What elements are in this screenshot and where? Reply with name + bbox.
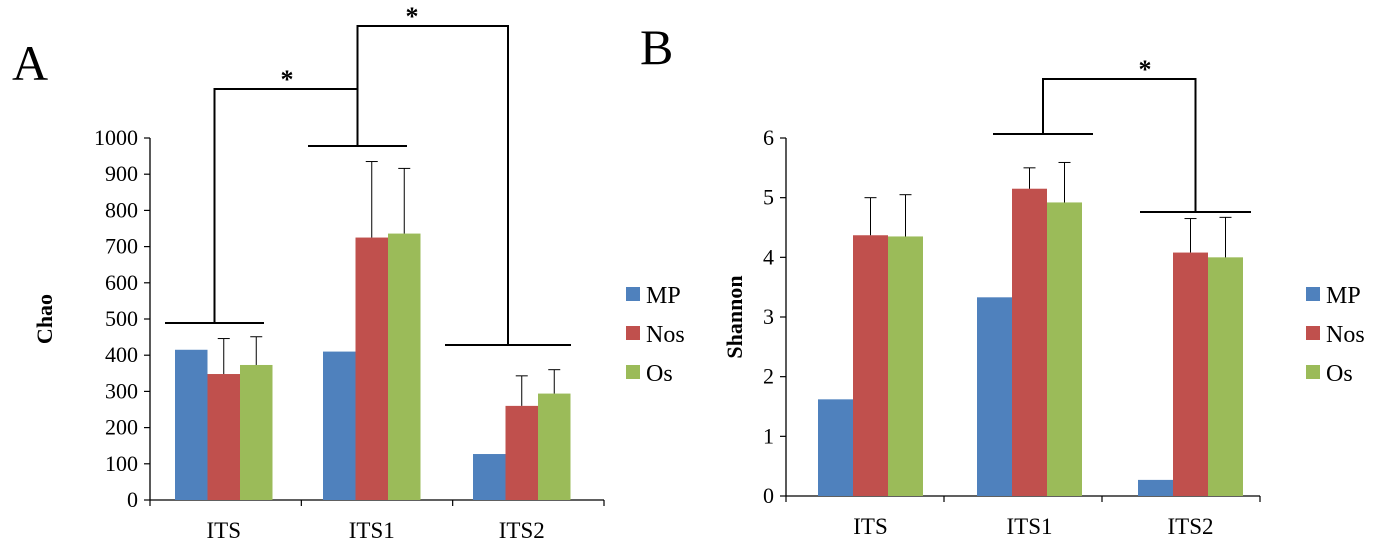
legend-swatch-nos <box>626 326 640 340</box>
y-tick-label: 800 <box>105 197 138 222</box>
legend-swatch-mp <box>626 287 640 301</box>
legend-label-os: Os <box>1326 361 1353 387</box>
bar-os-its1 <box>388 233 421 500</box>
y-tick-label: 0 <box>127 487 138 512</box>
significance-bracket <box>213 88 359 323</box>
y-tick-label: 300 <box>105 378 138 403</box>
y-tick-label: 0 <box>763 483 774 508</box>
legend-label-mp: MP <box>1326 283 1361 309</box>
bar-os-its2 <box>1208 257 1243 496</box>
y-tick-label: 600 <box>105 270 138 295</box>
bar-nos-its2 <box>1173 252 1208 496</box>
bar-os-its <box>888 236 923 496</box>
bar-os-its2 <box>538 393 571 500</box>
bar-mp-its1 <box>977 297 1012 496</box>
legend-label-mp: MP <box>646 283 681 309</box>
bar-nos-its <box>853 235 888 497</box>
y-tick-label: 100 <box>105 451 138 476</box>
legend-label-os: Os <box>646 361 673 387</box>
y-tick-label: 3 <box>763 304 774 329</box>
bar-mp-its2 <box>473 454 506 500</box>
panel-a-letter: A <box>12 35 48 91</box>
significance-bracket <box>1042 78 1197 212</box>
bar-nos-its <box>207 374 240 500</box>
y-tick-label: 1000 <box>94 125 138 150</box>
y-tick-label: 500 <box>105 306 138 331</box>
y-tick-label: 1 <box>763 423 774 448</box>
y-tick-label: 6 <box>763 125 774 150</box>
significance-star: * <box>1139 55 1152 84</box>
legend-label-nos: Nos <box>646 322 685 348</box>
bar-mp-its <box>818 399 853 496</box>
y-tick-label: 200 <box>105 415 138 440</box>
y-tick-label: 700 <box>105 234 138 259</box>
y-axis-title: Chao <box>32 294 57 344</box>
legend-swatch-os <box>1306 365 1320 379</box>
bar-mp-its <box>175 349 208 500</box>
panel-b-shannon: B 0 1 2 3 4 5 6 ITS ITS1 ITS2 Shannon * MP Nos Os <box>640 19 1365 539</box>
y-tick-label: 4 <box>763 244 774 269</box>
bar-nos-its1 <box>1012 188 1047 496</box>
bar-os-its1 <box>1047 202 1082 496</box>
significance-bracket <box>356 25 509 345</box>
y-tick-label: 2 <box>763 364 774 389</box>
y-tick-label: 400 <box>105 342 138 367</box>
legend-swatch-nos <box>1306 326 1320 340</box>
x-tick-label: ITS2 <box>1168 514 1214 539</box>
x-tick-label: ITS1 <box>1007 514 1053 539</box>
y-axis-title: Shannon <box>722 275 747 358</box>
bar-nos-its2 <box>505 405 538 500</box>
panel-b-letter: B <box>640 19 673 75</box>
bar-mp-its2 <box>1138 479 1173 496</box>
legend-label-nos: Nos <box>1326 322 1365 348</box>
significance-star: * <box>281 65 294 94</box>
legend-swatch-os <box>626 365 640 379</box>
bar-os-its <box>240 364 273 500</box>
x-tick-label: ITS2 <box>499 518 545 543</box>
panel-a-chao: A 0 100 200 300 400 500 600 700 800 900 1000 ITS ITS… <box>12 2 685 543</box>
y-tick-label: 900 <box>105 161 138 186</box>
significance-star: * <box>406 2 419 31</box>
x-tick-label: ITS <box>207 518 242 543</box>
bar-mp-its1 <box>323 351 356 500</box>
y-tick-label: 5 <box>763 185 774 210</box>
x-tick-label: ITS <box>853 514 888 539</box>
bar-nos-its1 <box>355 237 388 501</box>
x-tick-label: ITS1 <box>349 518 395 543</box>
legend-swatch-mp <box>1306 287 1320 301</box>
